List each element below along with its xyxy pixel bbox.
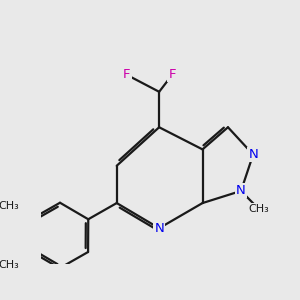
Text: CH₃: CH₃ <box>0 201 19 211</box>
Text: F: F <box>168 68 176 81</box>
Text: N: N <box>154 222 164 235</box>
Text: CH₃: CH₃ <box>0 260 19 270</box>
Text: N: N <box>236 184 246 197</box>
Text: F: F <box>123 68 130 81</box>
Text: CH₃: CH₃ <box>249 204 269 214</box>
Text: N: N <box>248 148 258 161</box>
